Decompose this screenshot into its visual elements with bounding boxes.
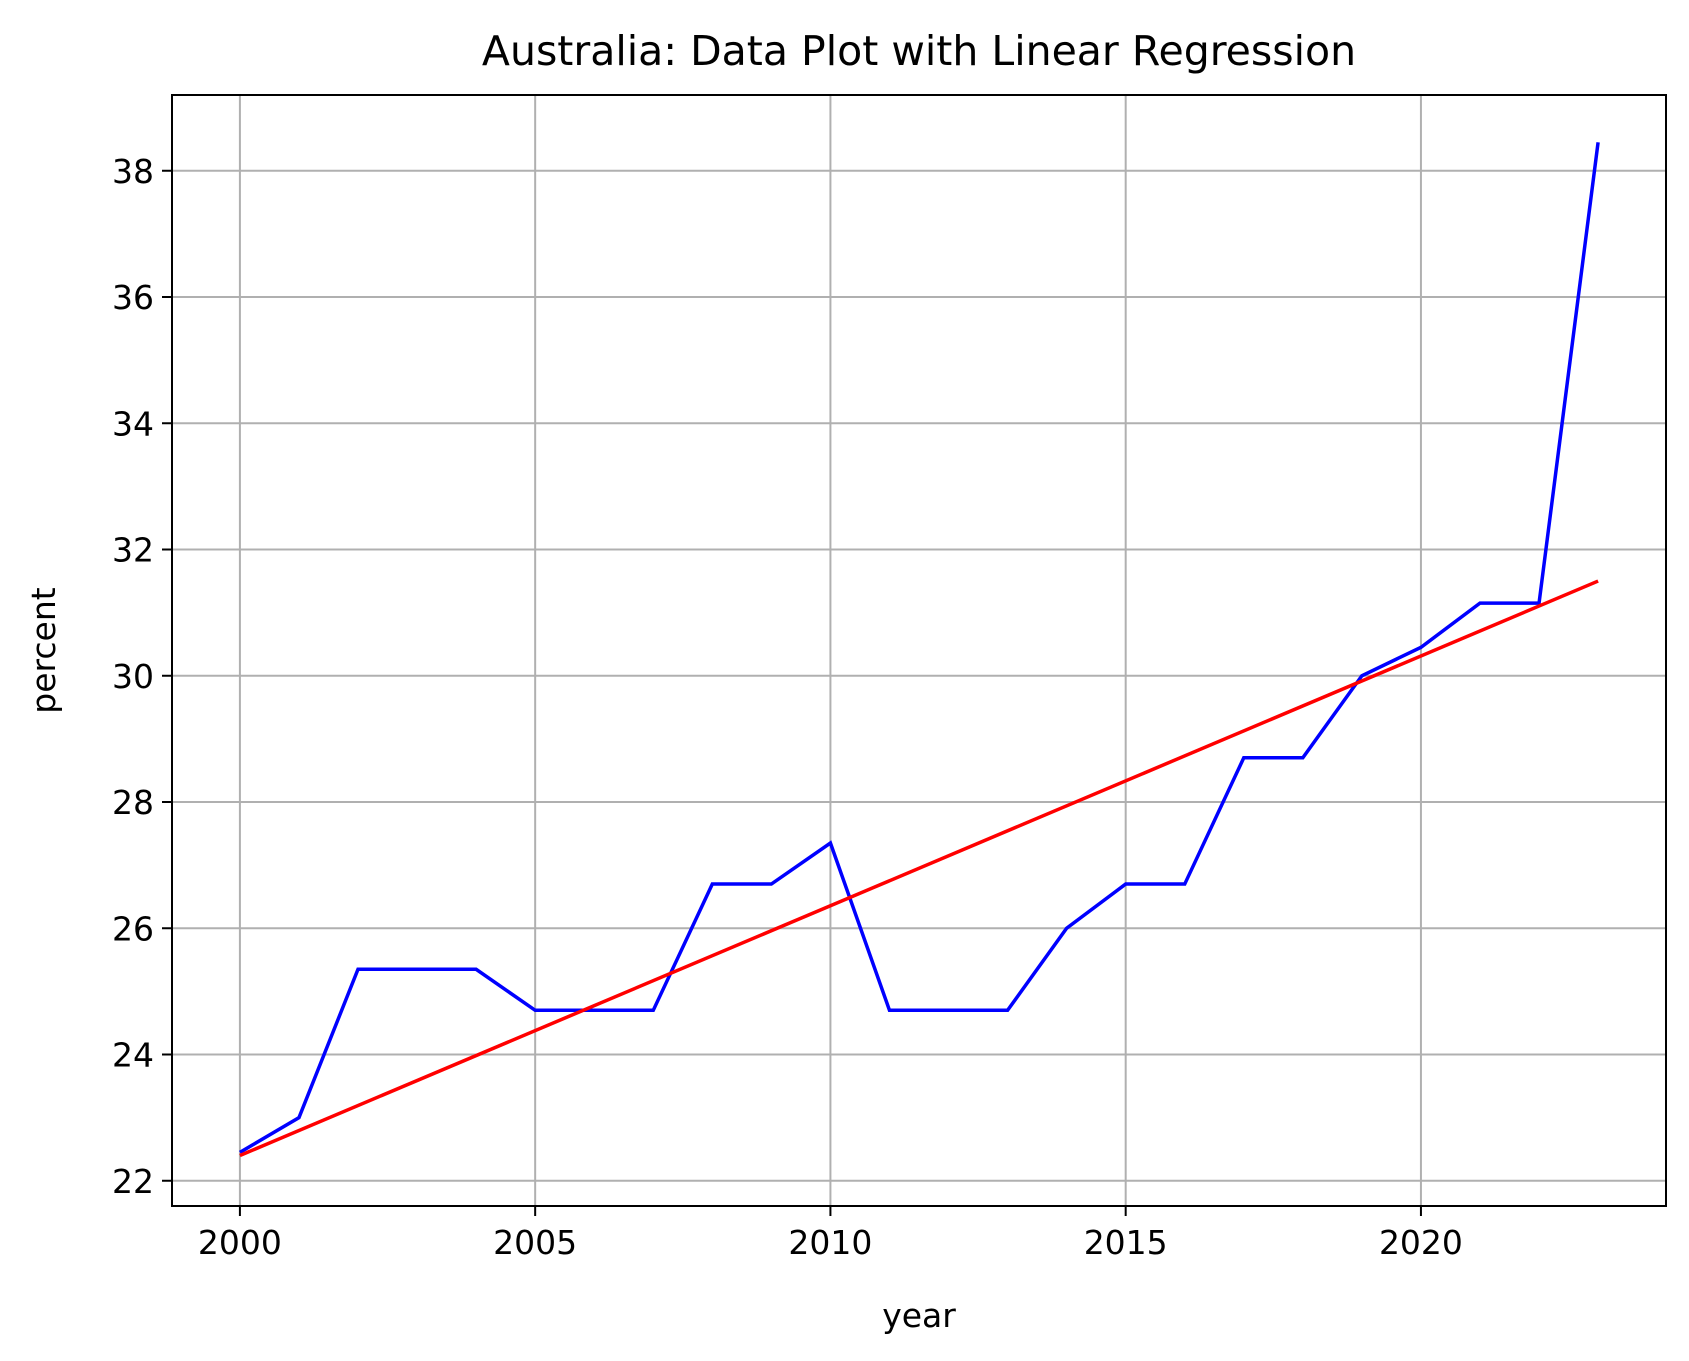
x-tick-label: 2015 [1084,1223,1168,1262]
x-tick-label: 2020 [1379,1223,1463,1262]
plot-series [239,142,1600,1158]
y-tick-label: 24 [112,1036,154,1075]
y-tick-label: 32 [112,531,154,570]
plot-frame [171,94,1667,1207]
y-tick-label: 36 [112,278,154,317]
x-axis-label: year [882,1296,956,1335]
grid [172,95,1666,1206]
x-tick-label: 2000 [198,1223,282,1262]
y-tick-label: 34 [112,404,154,443]
y-tick-label: 28 [112,783,154,822]
regression-line [239,579,1599,1158]
y-tick-label: 38 [112,152,154,191]
x-tick-label: 2005 [493,1223,577,1262]
data-series-line [239,142,1600,1154]
y-axis-label: percent [24,587,63,713]
x-tick-label: 2010 [788,1223,872,1262]
ticks: 2000 2005 2010 2015 2020 22 24 26 28 30 32 34 36 38 [112,152,1463,1262]
y-tick-label: 22 [112,1162,154,1201]
y-tick-label: 26 [112,909,154,948]
y-tick-label: 30 [112,657,154,696]
chart-title: Australia: Data Plot with Linear Regress… [482,27,1356,75]
